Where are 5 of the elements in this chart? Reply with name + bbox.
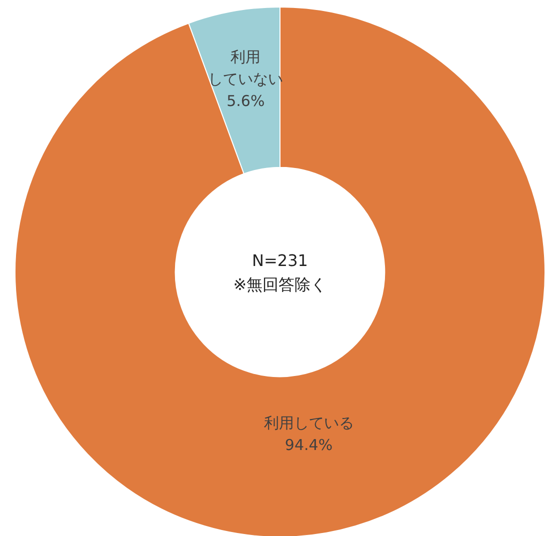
data-label: 94.4%: [284, 436, 333, 454]
slice-label: 利用している: [264, 414, 354, 432]
data-label: 5.6%: [226, 92, 265, 110]
text: N=231: [252, 251, 308, 270]
text: ※無回答除く: [233, 275, 327, 294]
